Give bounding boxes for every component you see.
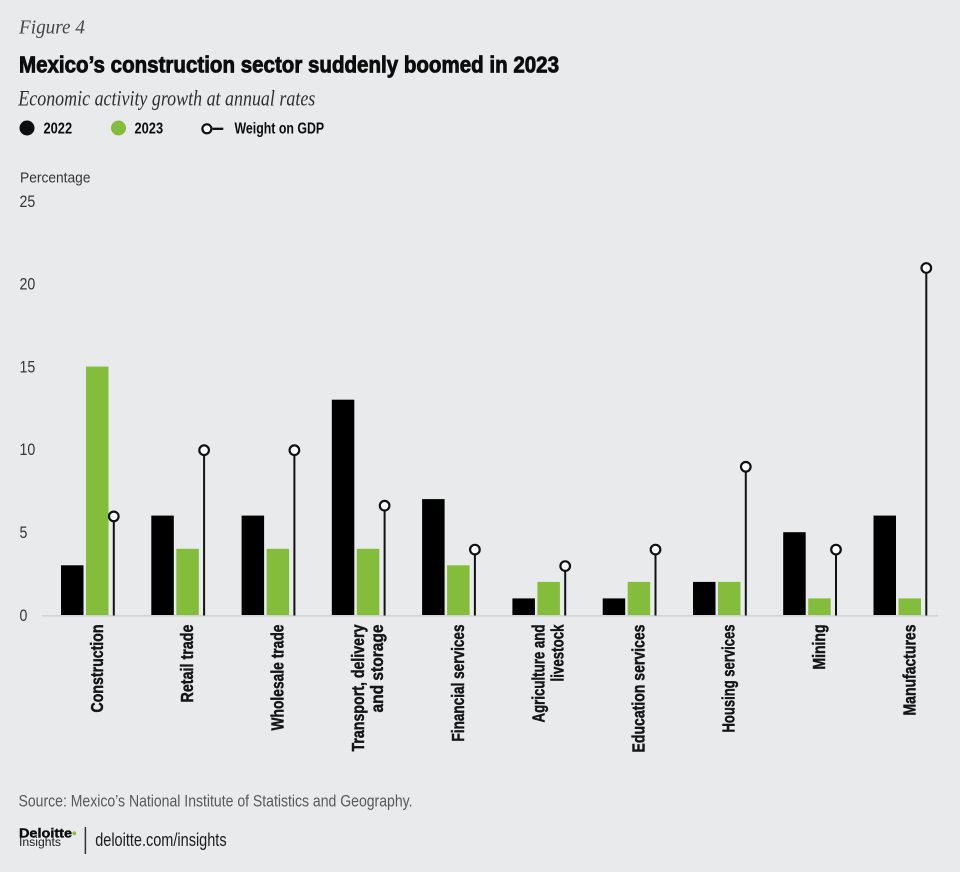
svg-text:Financial services: Financial services xyxy=(448,624,468,741)
svg-text:livestock: livestock xyxy=(548,624,568,681)
svg-text:Figure 4: Figure 4 xyxy=(18,16,85,38)
svg-text:15: 15 xyxy=(20,357,36,376)
svg-text:Weight on GDP: Weight on GDP xyxy=(235,121,325,138)
svg-text:Mexico’s construction sector s: Mexico’s construction sector suddenly bo… xyxy=(19,51,559,77)
svg-text:deloitte.com/insights: deloitte.com/insights xyxy=(95,829,226,850)
svg-text:Deloitte: Deloitte xyxy=(19,826,72,841)
svg-text:Mining: Mining xyxy=(809,625,829,670)
svg-text:Construction: Construction xyxy=(87,625,107,713)
svg-text:2023: 2023 xyxy=(135,121,164,138)
svg-text:Agriculture and: Agriculture and xyxy=(529,625,549,723)
svg-text:Transport, delivery: Transport, delivery xyxy=(348,624,368,751)
svg-text:Manufactures: Manufactures xyxy=(899,624,919,715)
svg-text:Retail trade: Retail trade xyxy=(177,624,197,702)
svg-text:10: 10 xyxy=(20,440,36,459)
svg-text:Wholesale trade: Wholesale trade xyxy=(267,624,287,730)
svg-text:Source: Mexico’s National Inst: Source: Mexico’s National Institute of S… xyxy=(19,792,413,811)
svg-text:Economic activity growth at an: Economic activity growth at annual rates xyxy=(18,86,316,111)
svg-text:25: 25 xyxy=(20,192,36,211)
svg-text:Percentage: Percentage xyxy=(20,169,91,186)
svg-text:20: 20 xyxy=(20,275,36,294)
svg-text:2022: 2022 xyxy=(44,121,73,138)
svg-text:and storage: and storage xyxy=(367,624,387,712)
svg-text:Housing services: Housing services xyxy=(719,624,739,732)
svg-text:5: 5 xyxy=(20,523,28,542)
svg-text:Insights: Insights xyxy=(19,837,61,849)
svg-text:Education services: Education services xyxy=(628,624,648,752)
svg-text:0: 0 xyxy=(20,606,28,625)
